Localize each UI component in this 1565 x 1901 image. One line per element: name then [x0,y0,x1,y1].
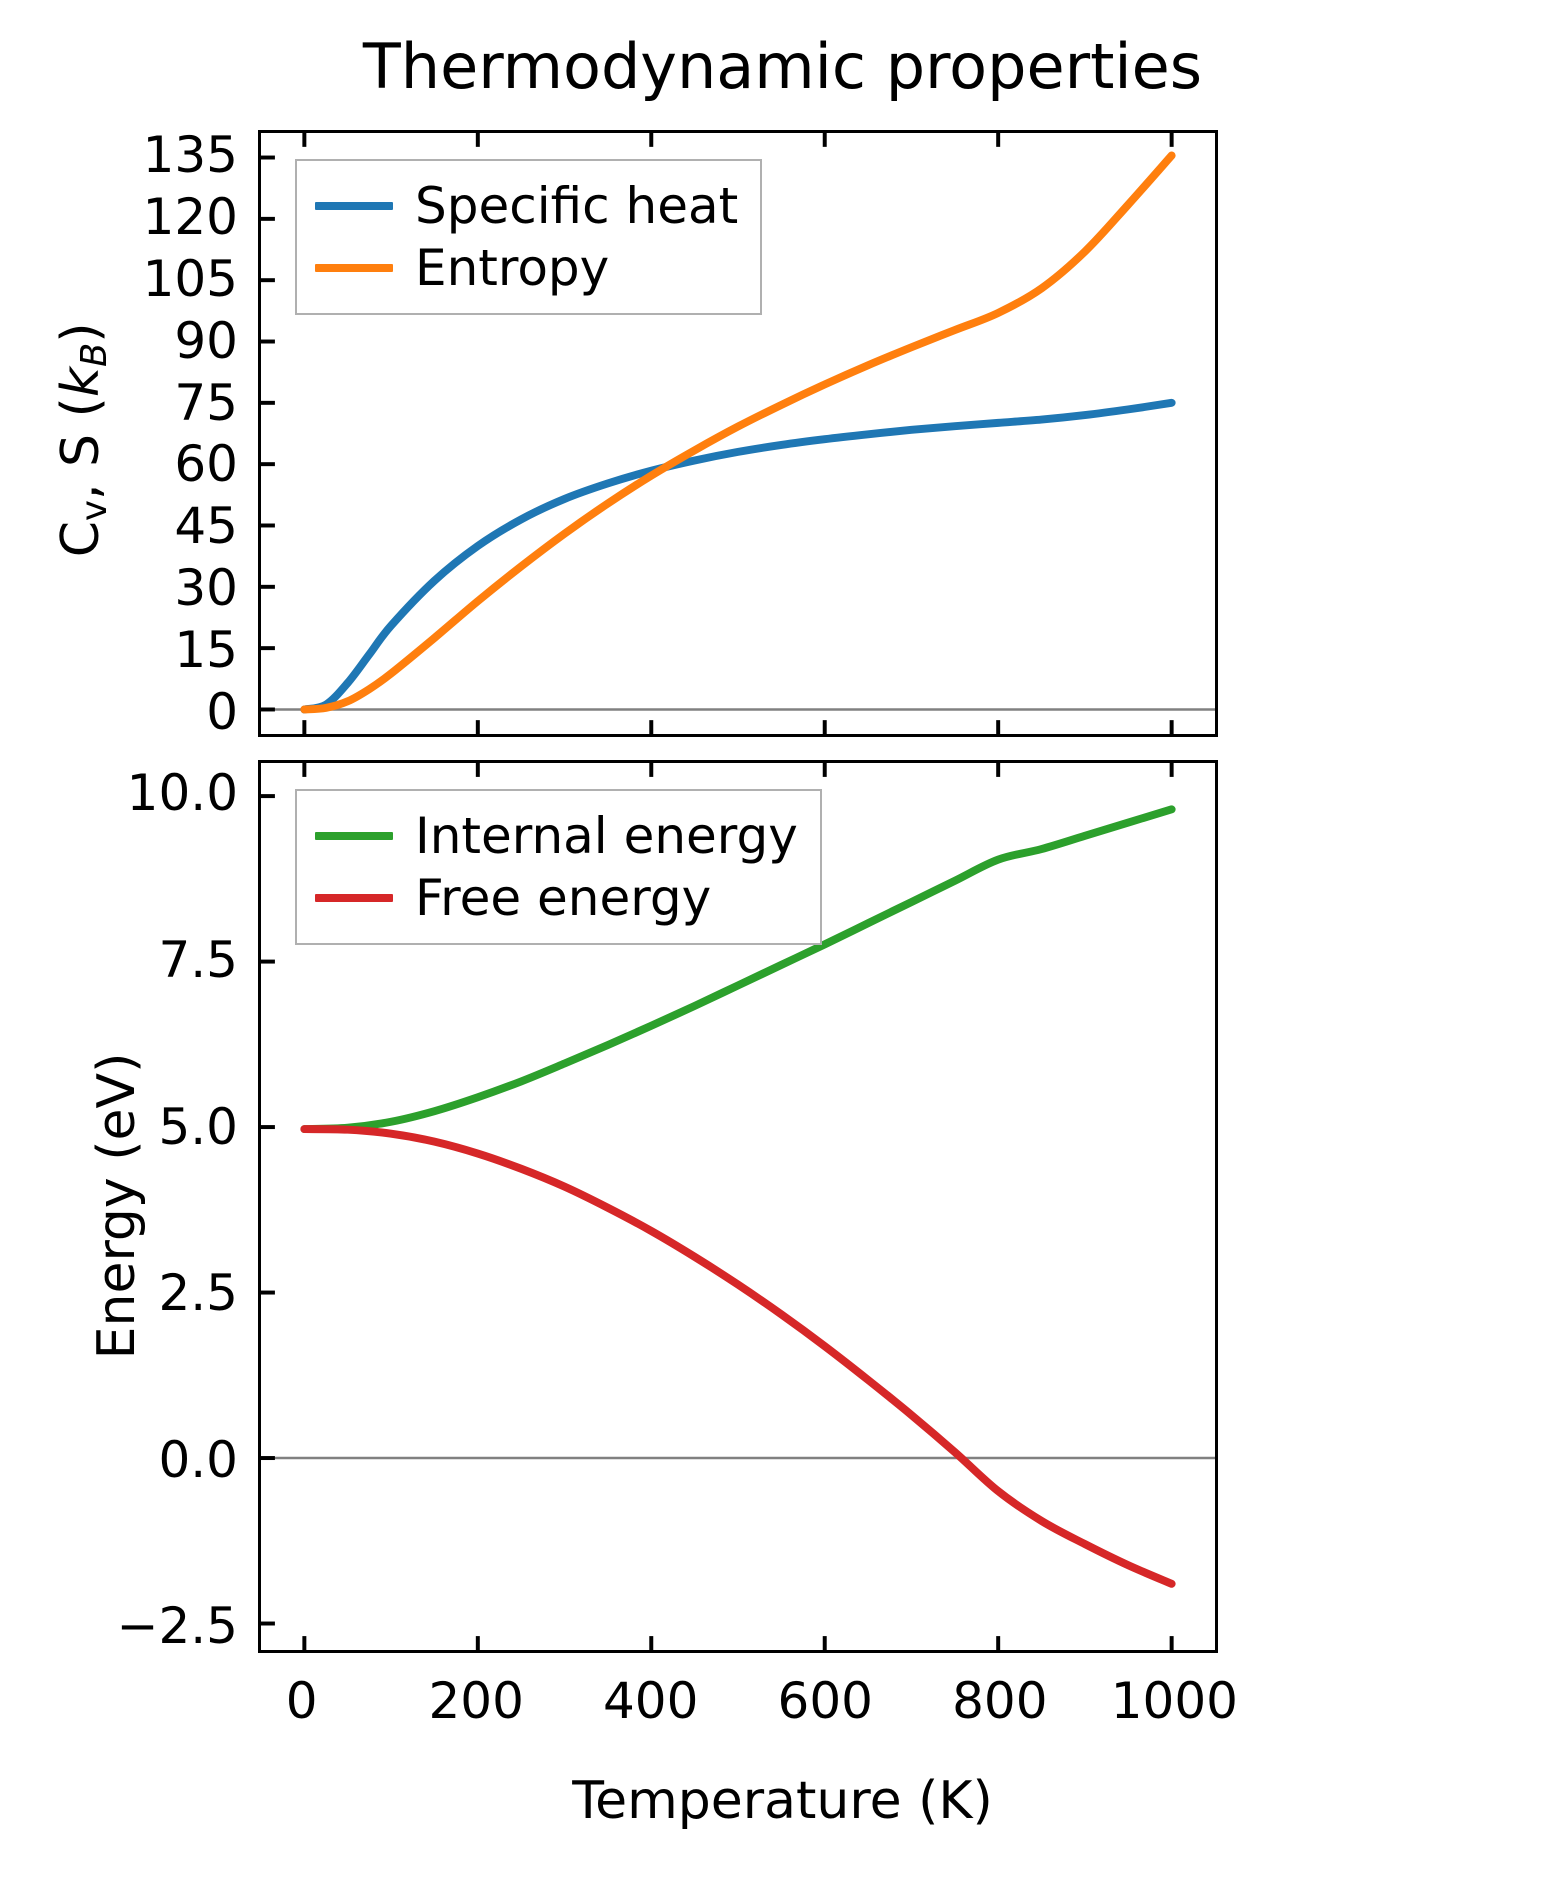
legend-swatch-specific-heat [315,202,393,210]
ytick-label: 75 [174,373,238,432]
ytick-label: 15 [174,621,238,680]
ytick-label: 45 [174,497,238,556]
xtick-label: 600 [777,1672,873,1730]
axes-top-panel: Specific heat Entropy [258,130,1218,737]
ytick-label: 120 [142,187,238,246]
legend-swatch-internal-energy [315,832,393,840]
ytick-label: 0 [206,683,238,742]
ytick-label: 105 [142,249,238,308]
ytick-label: 7.5 [158,930,238,989]
ylabel-top: Cv, S (kB) [51,322,115,558]
ytick-label: 60 [174,435,238,494]
axes-bottom-panel: Internal energy Free energy [258,760,1218,1653]
ytick-labels-bottom: −2.5 0.0 2.5 5.0 7.5 10.0 [38,760,238,1653]
ylabel-bottom: Energy (eV) [87,1052,147,1360]
legend-swatch-entropy [315,264,393,272]
legend-bottom: Internal energy Free energy [295,789,822,945]
xtick-label: 200 [428,1672,524,1730]
ytick-label: 90 [174,311,238,370]
ytick-label: 2.5 [158,1264,238,1323]
top-plot-lines [261,133,1215,734]
ytick-label: 5.0 [158,1097,238,1156]
bottom-plot-lines [261,763,1215,1650]
legend-item-entropy[interactable]: Entropy [315,237,738,299]
legend-swatch-free-energy [315,894,393,902]
legend-label-free-energy: Free energy [415,869,712,927]
figure-title: Thermodynamic properties [362,30,1203,103]
legend-item-free-energy[interactable]: Free energy [315,867,798,929]
legend-item-specific-heat[interactable]: Specific heat [315,175,738,237]
ytick-label: 135 [142,125,238,184]
legend-item-internal-energy[interactable]: Internal energy [315,805,798,867]
legend-label-entropy: Entropy [415,239,610,297]
legend-label-specific-heat: Specific heat [415,177,739,235]
xtick-label: 400 [603,1672,699,1730]
xtick-label: 1000 [1110,1672,1238,1730]
ytick-label: 10.0 [126,764,238,823]
ytick-label: 30 [174,559,238,618]
legend-top: Specific heat Entropy [295,159,763,315]
xlabel: Temperature (K) [572,1771,993,1831]
legend-label-internal-energy: Internal energy [415,807,798,865]
ytick-label: 0.0 [158,1430,238,1489]
xtick-label: 0 [285,1672,318,1730]
ytick-labels-top: 0 15 30 45 60 75 90 105 120 135 [38,130,238,737]
xtick-label: 800 [952,1672,1048,1730]
ytick-label: −2.5 [116,1597,238,1656]
